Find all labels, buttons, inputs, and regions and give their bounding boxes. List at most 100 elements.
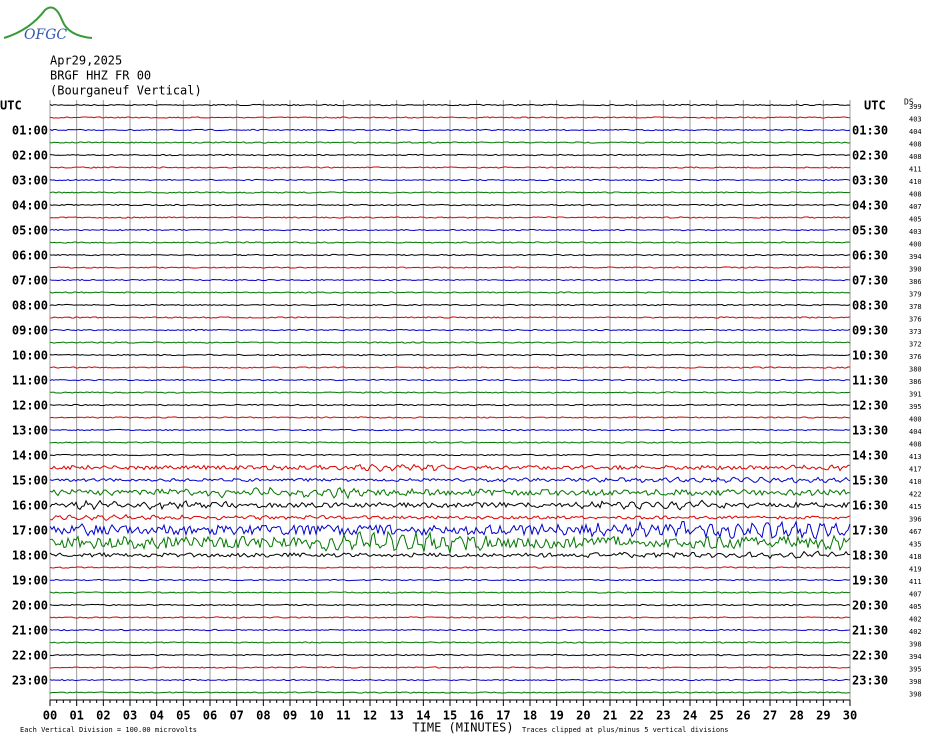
left-label: 13:00 — [12, 424, 48, 438]
ds-value: 408 — [909, 153, 922, 161]
ds-value: 395 — [909, 666, 922, 674]
trace — [50, 328, 851, 332]
left-label: 05:00 — [12, 224, 48, 238]
trace — [49, 341, 851, 344]
right-label: 20:30 — [852, 599, 888, 613]
logo: OFGC — [24, 27, 67, 43]
ds-value: 372 — [909, 341, 922, 349]
right-label: 15:30 — [852, 474, 888, 488]
left-label: 02:00 — [12, 149, 48, 163]
trace — [49, 463, 851, 472]
right-label: 02:30 — [852, 149, 888, 163]
trace — [49, 278, 851, 282]
trace — [50, 666, 851, 669]
trace — [49, 476, 851, 484]
x-tick-label: 28 — [789, 709, 803, 723]
trace — [49, 416, 851, 419]
ds-value: 407 — [909, 203, 922, 211]
ds-value: 391 — [909, 391, 922, 399]
right-label: 09:30 — [852, 324, 888, 338]
trace — [49, 628, 851, 632]
right-label: 08:30 — [852, 299, 888, 313]
trace — [49, 353, 851, 357]
x-tick-label: 22 — [629, 709, 643, 723]
x-tick-label: 05 — [176, 709, 190, 723]
ds-value: 394 — [909, 253, 922, 261]
right-label: 19:30 — [852, 574, 888, 588]
left-label: 09:00 — [12, 324, 48, 338]
ds-value: 419 — [909, 566, 922, 574]
ds-value: 408 — [909, 191, 922, 199]
ds-value: 411 — [909, 578, 922, 586]
left-label: 19:00 — [12, 574, 48, 588]
ds-value: 413 — [909, 453, 922, 461]
right-label: 07:30 — [852, 274, 888, 288]
station: BRGF HHZ FR 00 — [50, 69, 151, 83]
trace — [49, 266, 850, 269]
x-tick-label: 18 — [523, 709, 537, 723]
right-label: 03:30 — [852, 174, 888, 188]
x-tick-label: 17 — [496, 709, 510, 723]
x-tick-label: 00 — [43, 709, 57, 723]
right-label: 22:30 — [852, 649, 888, 663]
ds-value: 405 — [909, 603, 922, 611]
left-label: 06:00 — [12, 249, 48, 263]
ds-value: 398 — [909, 691, 922, 699]
trace — [49, 653, 851, 657]
trace — [49, 603, 851, 607]
trace — [49, 403, 851, 407]
trace — [49, 153, 851, 157]
trace — [49, 291, 851, 294]
right-label: 10:30 — [852, 349, 888, 363]
ds-value: 467 — [909, 528, 922, 536]
x-tick-label: 23 — [656, 709, 670, 723]
ds-value: 403 — [909, 228, 922, 236]
ds-value: 386 — [909, 378, 922, 386]
trace — [49, 691, 850, 694]
ds-value: 403 — [909, 116, 922, 124]
ds-value: 398 — [909, 678, 922, 686]
ds-value: 386 — [909, 278, 922, 286]
right-axis-title: UTC — [864, 99, 886, 113]
trace — [49, 178, 851, 182]
left-axis-title: UTC — [0, 99, 22, 113]
left-label: 18:00 — [12, 549, 48, 563]
ds-value: 402 — [909, 616, 922, 624]
trace — [49, 678, 851, 682]
x-tick-label: 09 — [283, 709, 297, 723]
trace — [49, 550, 851, 560]
trace — [49, 316, 851, 319]
ds-value: 435 — [909, 541, 922, 549]
x-tick-label: 29 — [816, 709, 830, 723]
trace — [49, 378, 851, 382]
logo-mountain — [3, 6, 93, 39]
trace — [49, 566, 851, 569]
trace — [50, 441, 851, 444]
x-tick-label: 30 — [843, 709, 857, 723]
trace — [49, 366, 851, 369]
right-label: 13:30 — [852, 424, 888, 438]
trace — [49, 520, 851, 540]
right-label: 21:30 — [852, 624, 888, 638]
right-label: 06:30 — [852, 249, 888, 263]
left-label: 21:00 — [12, 624, 48, 638]
ds-value: 376 — [909, 353, 922, 361]
x-tick-label: 13 — [389, 709, 403, 723]
x-tick-label: 15 — [443, 709, 457, 723]
ds-value: 418 — [909, 553, 922, 561]
ds-value: 400 — [909, 416, 922, 424]
right-label: 16:30 — [852, 499, 888, 513]
trace — [49, 616, 850, 619]
ds-value: 404 — [909, 128, 922, 136]
left-label: 14:00 — [12, 449, 48, 463]
trace — [49, 253, 851, 257]
left-label: 04:00 — [12, 199, 48, 213]
x-axis-title: TIME (MINUTES) — [412, 721, 513, 735]
trace — [49, 241, 851, 244]
left-label: 01:00 — [12, 124, 48, 138]
left-label: 12:00 — [12, 399, 48, 413]
trace — [49, 228, 851, 232]
ds-value: 396 — [909, 516, 922, 524]
